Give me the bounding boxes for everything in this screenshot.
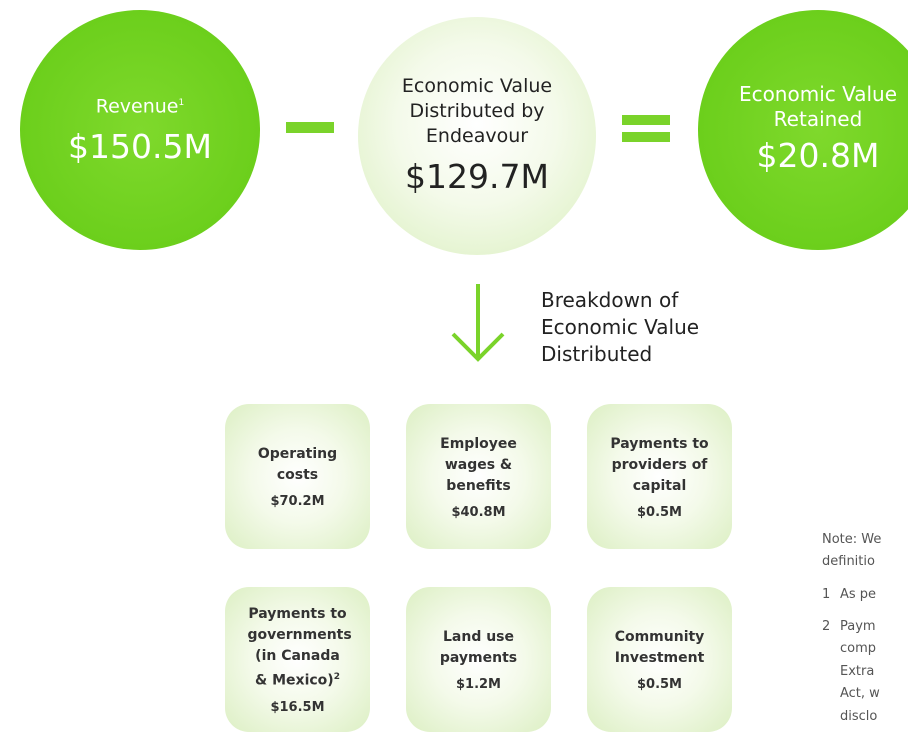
breakdown-title: Breakdown of Economic Value Distributed [541,288,700,366]
circle-value: $20.8M [756,136,880,175]
label: Payments to governments (in Canada & Mex… [247,606,352,689]
box-label: Employee wages & benefits [429,434,529,497]
circle-label: Economic Value Retained [738,82,898,131]
breakdown-box: Payments to governments (in Canada & Mex… [225,587,370,732]
box-label: Community Investment [610,627,710,669]
note-line: Note: We [822,532,882,547]
breakdown-box: Operating costs $70.2M [225,404,370,549]
box-value: $1.2M [455,677,501,692]
equals-top [622,115,670,125]
box-label: Payments to providers of capital [610,434,710,497]
equals-bottom [622,132,670,142]
note-line: Extra [840,663,875,679]
note-line: definitio [822,554,875,569]
circle-label: Economic Value Distributed by Endeavour [401,74,553,147]
breakdown-box: Land use payments $1.2M [406,587,551,732]
box-value: $40.8M [451,504,506,520]
box-value: $0.5M [636,504,682,520]
retained-circle: Economic Value Retained $20.8M [698,10,908,250]
revenue-circle: Revenue1 $150.5M [20,10,260,250]
note-number: 1 [822,587,831,602]
label: Payments to providers of capital [610,435,709,494]
circle-label: Revenue1 [96,91,184,119]
box-value: $16.5M [270,699,325,715]
note-line: As pe [840,587,877,602]
label: Land use payments [439,629,518,666]
label: Community Investment [614,629,705,666]
label: Revenue [95,95,179,118]
note-line: Paym [840,618,876,634]
label: Operating costs [257,446,338,483]
label: Employee wages & benefits [440,435,517,494]
breakdown-box: Employee wages & benefits $40.8M [406,404,551,549]
box-value: $0.5M [636,677,682,692]
note-line: disclo [840,708,878,724]
minus-sign [286,122,334,133]
box-label: Land use payments [429,627,529,669]
note-number: 2 [822,618,831,634]
down-arrow [451,284,505,362]
circle-value: $129.7M [405,156,549,196]
box-label: Operating costs [248,444,348,486]
note-line: comp [840,641,877,656]
note-line: Act, w [840,686,880,701]
footnote-ref: 1 [178,97,185,108]
footnote-ref: 2 [333,672,340,683]
circle-value: $150.5M [68,127,212,167]
box-value: $70.2M [270,494,325,509]
breakdown-box: Community Investment $0.5M [587,587,732,732]
breakdown-box: Payments to providers of capital $0.5M [587,404,732,549]
distributed-circle: Economic Value Distributed by Endeavour … [358,17,596,255]
box-label: Payments to governments (in Canada & Mex… [248,604,352,692]
